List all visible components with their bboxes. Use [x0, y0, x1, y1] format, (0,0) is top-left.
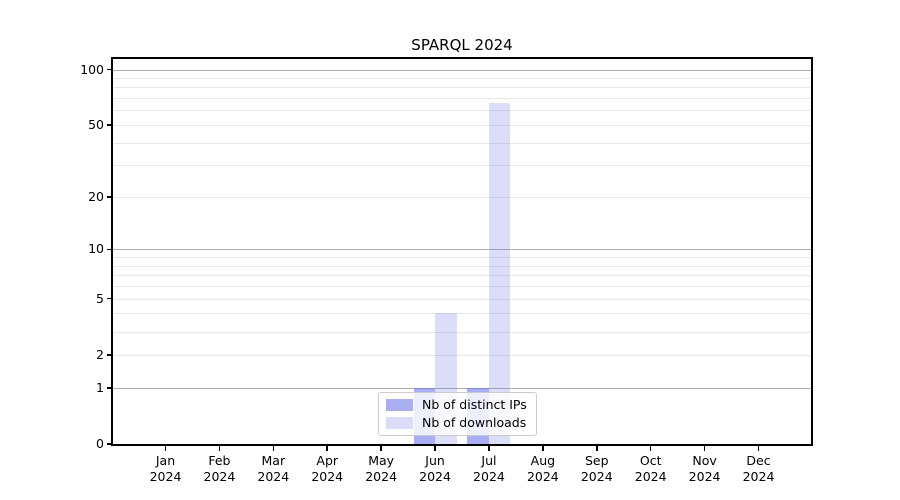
y-axis-tick: [107, 387, 112, 389]
gridline-minor: [113, 87, 811, 89]
x-tick-label: Sep 2024: [580, 453, 613, 484]
y-tick-label: 0: [96, 436, 104, 451]
x-tick-label: May 2024: [365, 453, 398, 484]
y-axis-tick: [107, 196, 112, 198]
y-tick-label: 1: [96, 379, 104, 395]
y-axis-tick: [107, 297, 112, 300]
y-tick-label: 2: [96, 346, 104, 362]
x-axis-tick: [649, 446, 652, 451]
legend: Nb of distinct IPs Nb of downloads: [378, 392, 537, 436]
gridline-minor: [113, 257, 811, 259]
x-axis-tick: [434, 446, 436, 451]
gridline-major: [113, 69, 811, 71]
x-axis-tick: [596, 446, 598, 451]
y-tick-label: 50: [88, 116, 104, 132]
y-tick-label: 100: [80, 61, 104, 77]
x-axis-tick: [218, 446, 221, 451]
y-axis-tick: [107, 443, 112, 445]
gridline-minor: [113, 142, 811, 144]
y-tick-label: 20: [88, 188, 104, 204]
gridline-minor: [113, 98, 811, 100]
x-tick-label: Jan 2024: [149, 453, 182, 484]
y-axis-tick: [107, 354, 112, 356]
x-tick-label: Oct 2024: [634, 453, 667, 484]
x-tick-label: Apr 2024: [311, 453, 344, 484]
x-tick-label: Jun 2024: [419, 453, 451, 484]
x-axis-tick: [703, 446, 706, 451]
chart-title: SPARQL 2024: [411, 36, 513, 54]
gridline-minor: [113, 110, 811, 112]
x-tick-label: Nov 2024: [688, 453, 721, 484]
gridline-minor: [113, 165, 811, 167]
x-tick-label: Aug 2024: [526, 453, 559, 484]
legend-label-distinct-ips: Nb of distinct IPs: [422, 397, 527, 412]
gridline-minor: [113, 354, 811, 356]
gridline-minor: [113, 77, 811, 79]
gridline-minor: [113, 196, 811, 198]
x-axis-tick: [542, 446, 544, 451]
x-axis-tick: [380, 446, 382, 451]
gridline-minor: [113, 124, 811, 126]
gridline-minor: [113, 298, 811, 300]
y-tick-label: 10: [88, 241, 104, 257]
legend-item-downloads: Nb of downloads: [386, 416, 527, 430]
x-tick-label: Dec 2024: [742, 453, 775, 484]
x-axis-tick: [326, 446, 328, 451]
x-axis-tick: [272, 446, 275, 451]
legend-label-downloads: Nb of downloads: [422, 415, 527, 430]
x-axis-tick: [164, 446, 167, 451]
legend-swatch-downloads-icon: [386, 417, 413, 429]
gridline-minor: [113, 313, 811, 315]
x-tick-label: Mar 2024: [257, 453, 290, 484]
legend-item-distinct-ips: Nb of distinct IPs: [386, 398, 527, 412]
x-tick-label: Feb 2024: [203, 453, 236, 484]
x-axis-tick: [757, 446, 760, 451]
gridline-minor: [113, 286, 811, 288]
y-axis-tick: [107, 124, 112, 126]
gridline-minor: [113, 265, 811, 267]
y-axis-tick: [107, 248, 112, 251]
x-tick-label: Jul 2024: [473, 453, 505, 484]
bar-downloads-jul: [488, 102, 511, 444]
y-tick-label: 5: [96, 290, 104, 306]
gridline-major: [113, 387, 811, 389]
y-axis-tick: [107, 68, 112, 71]
legend-swatch-distinct-ips-icon: [386, 399, 413, 411]
gridline-major: [113, 249, 811, 251]
gridline-minor: [113, 331, 811, 333]
x-axis-tick: [488, 446, 490, 451]
gridline-minor: [113, 275, 811, 277]
